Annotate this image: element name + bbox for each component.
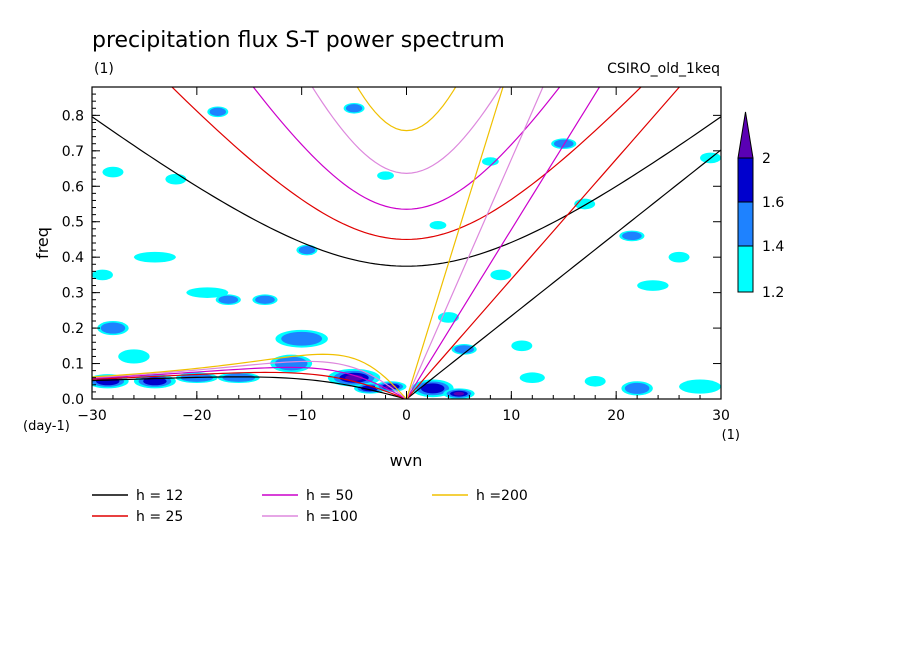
colorbar-label: 1.6 [762, 195, 784, 211]
plot-frame [91, 86, 722, 400]
contour-blob-20-level-1 [345, 104, 363, 113]
legend-label-h200: h =200 [476, 488, 528, 504]
contour-blob-6-level-3 [345, 374, 363, 381]
gravity-curve-h25 [171, 87, 642, 241]
dispersion-curves-layer [92, 87, 721, 399]
contour-blob-25-level-1 [622, 231, 642, 241]
kelvin-curve-h25 [406, 87, 681, 399]
colorbar-label: 2 [762, 151, 771, 167]
contour-blob-13-level-1 [100, 322, 126, 334]
legend-label-h100: h =100 [306, 509, 358, 525]
colorbar-label: 1.4 [762, 239, 784, 255]
contour-blob-32-level-0 [118, 349, 150, 364]
colorbar-swatch-1 [737, 245, 754, 293]
y-axis-label: freq [33, 227, 52, 259]
contour-blob-19-level-1 [298, 245, 316, 255]
y-tick-label: 0.0 [62, 392, 84, 408]
colorbar-label: 1.2 [762, 285, 784, 301]
x-axis-label: wvn [390, 451, 423, 470]
contour-blob-10-level-3 [453, 391, 465, 396]
contour-blob-11-level-1 [454, 345, 474, 354]
contour-fill-layer [92, 102, 721, 399]
contour-blob-5-level-1 [281, 331, 323, 346]
x-tick-label: 0 [402, 408, 411, 424]
x-axis-unit: (1) [722, 428, 740, 443]
contour-blob-21-level-1 [209, 107, 226, 116]
contour-blob-4-level-1 [274, 356, 308, 371]
y-axis: 0.0 0.1 0.2 0.3 0.4 0.5 0.6 0.7 0.8 [62, 93, 721, 408]
y-tick-label: 0.7 [62, 144, 84, 160]
contour-blob-35-level-0 [377, 171, 394, 180]
gravity-curve-h50 [252, 87, 561, 210]
x-tick-label: −10 [287, 408, 317, 424]
legend: h = 12 h = 25 h = 50 h =100 h =200 [92, 488, 528, 525]
contour-blob-16-level-1 [255, 295, 275, 304]
x-tick-label: −20 [182, 408, 212, 424]
kelvin-curve-h100 [405, 87, 544, 399]
contour-blob-3-level-1 [222, 373, 256, 382]
contour-blob-18-level-0 [92, 269, 113, 281]
gravity-curve-h200 [356, 87, 457, 132]
y-tick-label: 0.4 [62, 250, 84, 266]
x-tick-label: 10 [502, 408, 520, 424]
contour-blob-29-level-0 [679, 379, 721, 394]
contour-blob-15-level-1 [218, 295, 239, 304]
y-tick-label: 0.8 [62, 108, 84, 124]
contour-blob-31-level-0 [519, 372, 545, 384]
contour-blob-36-level-0 [429, 221, 447, 230]
contour-blob-34-level-0 [511, 340, 533, 352]
y-tick-label: 0.5 [62, 215, 84, 231]
contour-blob-14-level-0 [186, 287, 229, 298]
chart-title: precipitation flux S-T power spectrum [92, 28, 505, 53]
y-tick-label: 0.3 [62, 286, 84, 302]
x-axis: −30 −20 −10 0 10 20 30 [77, 87, 730, 424]
rossby-curve-h100 [92, 360, 407, 399]
contour-blob-27-level-0 [668, 251, 690, 263]
kelvin-curve-h50 [405, 87, 601, 399]
rossby-curve-h12 [92, 376, 407, 399]
rossby-curve-h200 [92, 353, 407, 399]
contour-blob-37-level-0 [481, 157, 499, 166]
contour-blob-22-level-0 [165, 173, 187, 185]
x-tick-label: −30 [77, 408, 107, 424]
chart-subtitle-right: CSIRO_old_1keq [607, 61, 720, 77]
colorbar-swatch-4 [737, 111, 754, 159]
gravity-curve-h12 [92, 116, 721, 267]
contour-blob-39-level-0 [102, 166, 124, 178]
colorbar: 1.2 1.4 1.6 2 [737, 111, 784, 301]
contour-blob-17-level-0 [133, 251, 176, 263]
kelvin-curve-h200 [405, 87, 504, 399]
x-tick-label: 20 [607, 408, 625, 424]
kelvin-curve-h12 [406, 149, 721, 399]
colorbar-swatch-2 [737, 201, 754, 247]
y-tick-label: 0.6 [62, 179, 84, 195]
y-tick-label: 0.2 [62, 321, 84, 337]
contour-blob-30-level-0 [584, 375, 606, 387]
contour-blob-28-level-1 [624, 382, 650, 394]
x-tick-label: 30 [712, 408, 730, 424]
chart-subtitle-left: (1) [94, 61, 114, 77]
rossby-curve-h25 [92, 371, 407, 399]
gravity-curve-h100 [311, 87, 502, 174]
rossby-curve-h50 [92, 366, 407, 399]
y-tick-label: 0.1 [62, 357, 84, 373]
legend-label-h25: h = 25 [136, 509, 183, 525]
contour-blob-9-level-2 [420, 383, 445, 394]
contour-blob-26-level-0 [637, 280, 669, 291]
legend-label-h50: h = 50 [306, 488, 353, 504]
colorbar-swatch-3 [737, 157, 754, 203]
legend-label-h12: h = 12 [136, 488, 183, 504]
contour-blob-33-level-0 [490, 269, 512, 281]
y-axis-unit: (day-1) [23, 419, 70, 434]
